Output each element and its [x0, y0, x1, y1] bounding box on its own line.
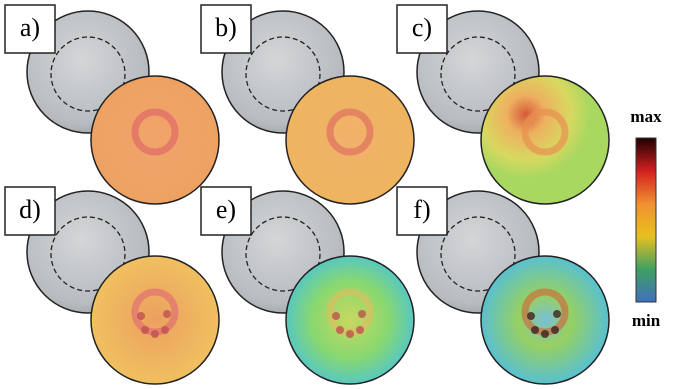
panel-label: d) — [19, 195, 41, 224]
heatmap-spot — [137, 312, 145, 320]
heatmap-spot — [531, 326, 539, 334]
panel-label: a) — [20, 13, 40, 42]
heatmap-disc — [286, 256, 414, 384]
heatmap-disc — [481, 76, 609, 204]
heatmap-spot — [551, 326, 559, 334]
colorbar-min: min — [632, 311, 661, 330]
colorbar — [636, 138, 656, 302]
heatmap-disc — [481, 256, 609, 384]
heatmap-spot — [541, 330, 549, 338]
heatmap-spot — [141, 326, 149, 334]
heatmap-spot — [527, 312, 535, 320]
heatmap-disc — [91, 256, 219, 384]
heatmap-spot — [356, 326, 364, 334]
heatmap-spot — [358, 310, 366, 318]
heatmap-spot — [161, 326, 169, 334]
colorbar-max: max — [630, 107, 662, 126]
heatmap-spot — [346, 330, 354, 338]
heatmap-spot — [151, 330, 159, 338]
panels: a) b) c) d) e) f) — [5, 5, 609, 384]
heatmap-disc — [286, 76, 414, 204]
panel-label: e) — [216, 195, 236, 224]
heatmap-spot — [553, 310, 561, 318]
heatmap-disc — [91, 76, 219, 204]
panel-label: b) — [215, 13, 237, 42]
panel-label: f) — [413, 195, 430, 224]
heatmap-spot — [336, 326, 344, 334]
panel-label: c) — [412, 13, 432, 42]
heatmap-spot — [163, 310, 171, 318]
figure: a) b) c) d) e) f) max min — [0, 0, 679, 389]
heatmap-spot — [332, 312, 340, 320]
